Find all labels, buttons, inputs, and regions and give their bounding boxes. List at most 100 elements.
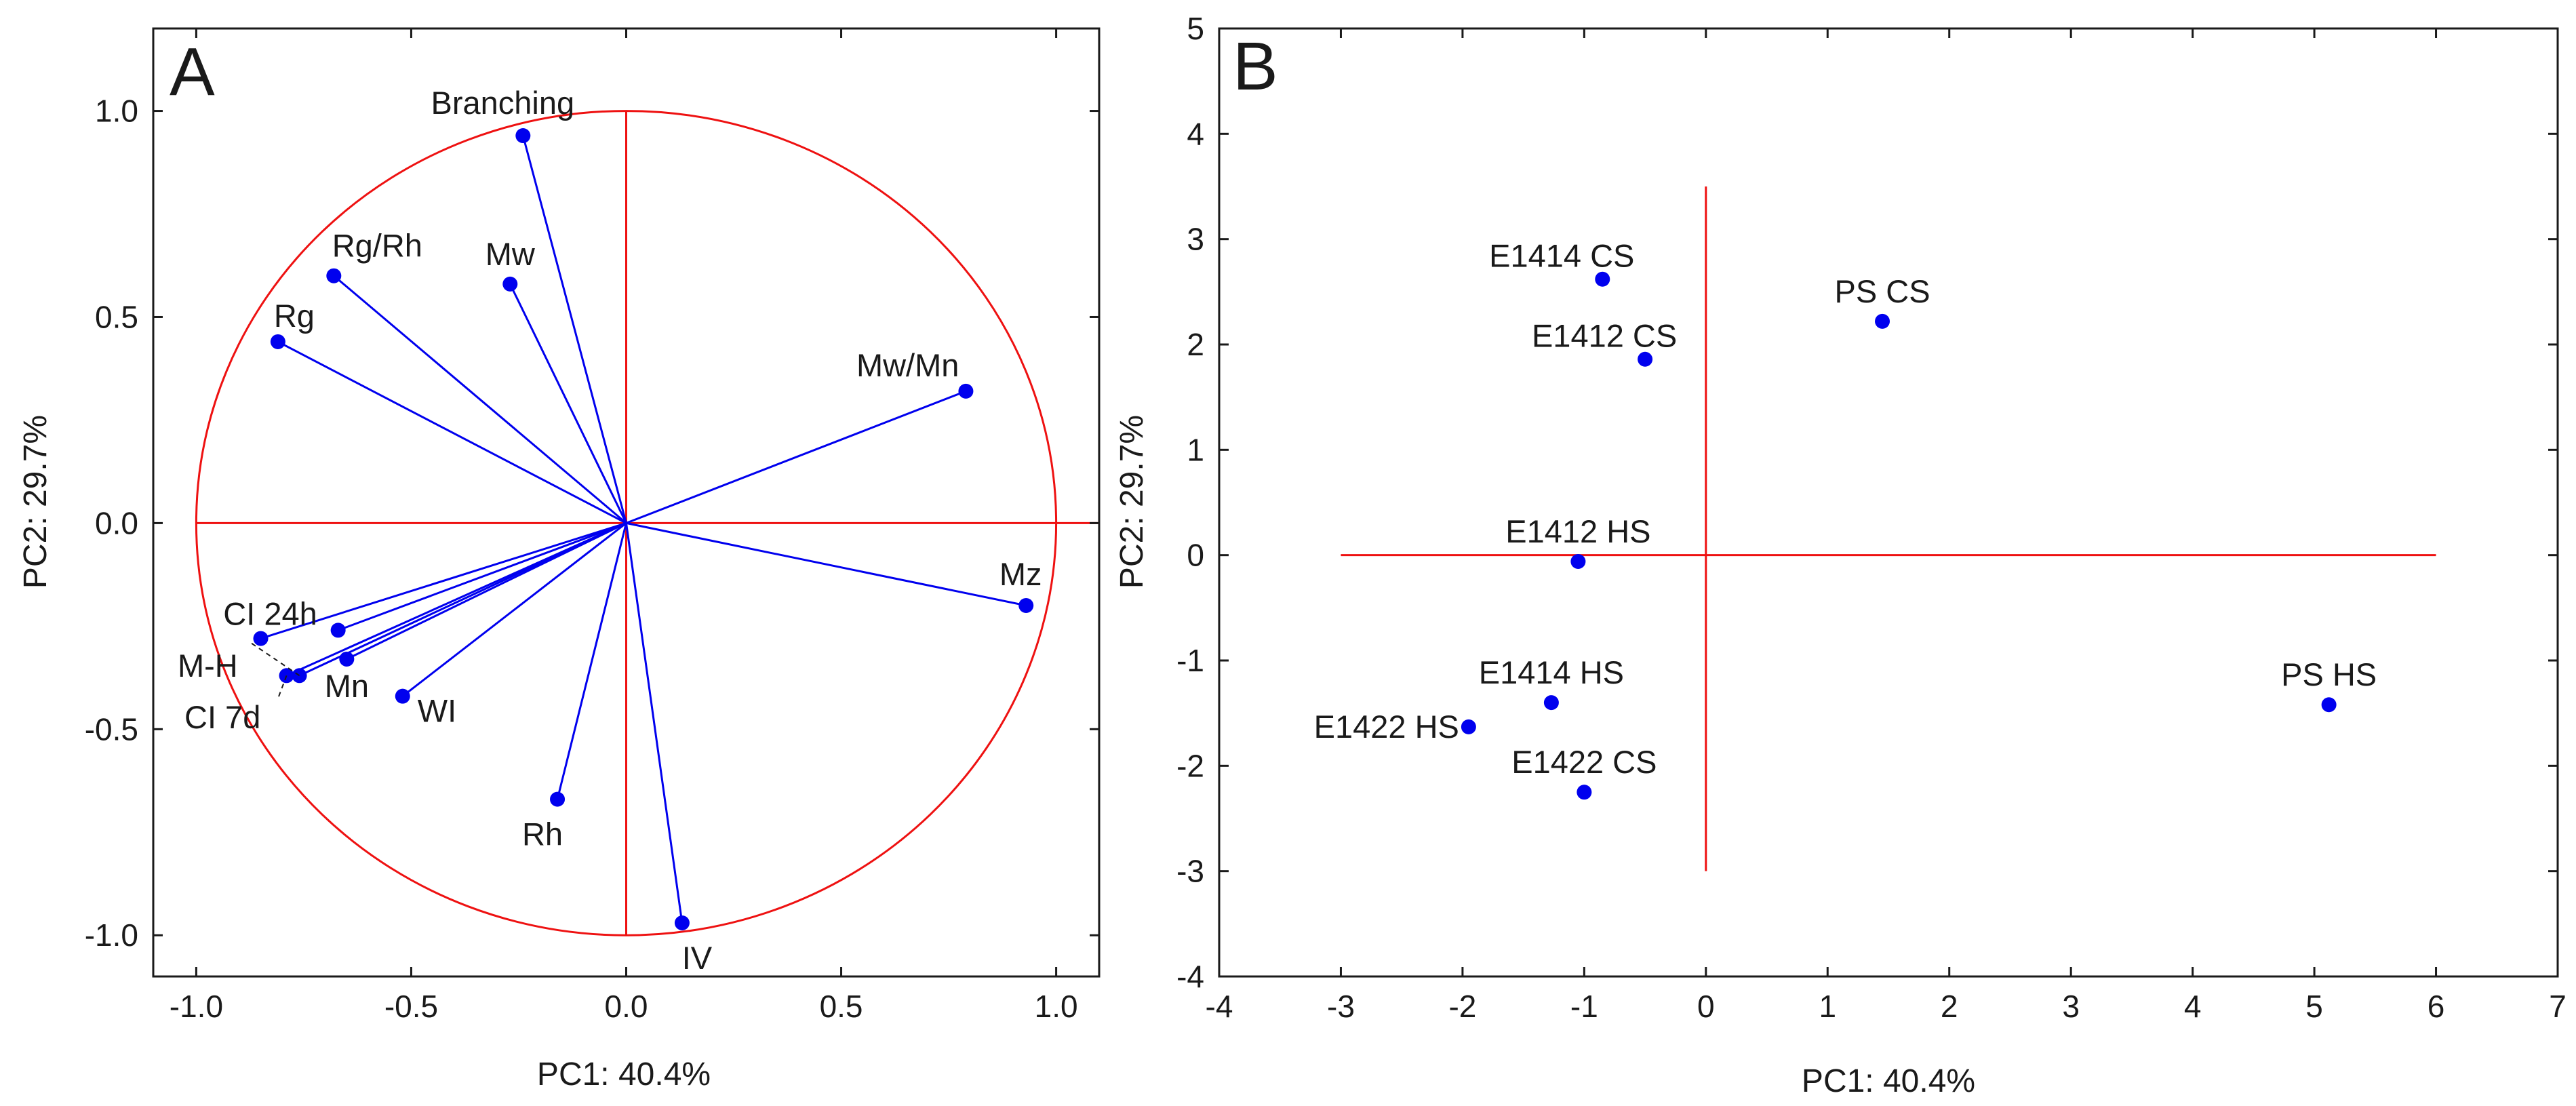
loading-vector-ci-7d <box>285 522 627 677</box>
point-label-wi: WI <box>418 693 456 729</box>
panel-b-ticks: -4 -3 -2 -1 0 1 2 3 4 5 6 7 -4 -3 -2 -1 0 1 2 3 4 5 <box>1176 11 2567 1024</box>
score-point-e1414-cs <box>1595 271 1610 287</box>
x-tick-label: 1.0 <box>1035 989 1078 1024</box>
panel-a-loadings-plot: Branching Rg/Rh Mw Rg Mw/Mn Mz CI 24h M-H Mn CI 7… <box>18 27 1101 1092</box>
point-label-e1414-hs: E1414 HS <box>1479 654 1624 690</box>
loading-vector-mz <box>626 521 1027 607</box>
panel-b-scores-plot: E1414 CS PS CS E1412 CS E1412 HS PS HS E1414 … <box>1114 11 2567 1099</box>
y-tick-label: -2 <box>1176 748 1204 783</box>
loading-point-mw <box>502 276 518 292</box>
loading-vector-unlabeled <box>338 521 627 631</box>
score-point-e1412-cs <box>1638 351 1653 367</box>
point-label-iv: IV <box>682 940 713 976</box>
loading-vector-rg-rh <box>333 275 627 524</box>
y-tick-label: 3 <box>1187 222 1204 257</box>
panel-a-y-axis-label: PC2: 29.7% <box>18 415 54 589</box>
x-tick-label: 3 <box>2062 989 2080 1024</box>
y-tick-label: 2 <box>1187 327 1204 362</box>
x-tick-label: -4 <box>1206 989 1233 1024</box>
panel-b-reference-layer <box>1341 186 2436 871</box>
point-label-m-h: M-H <box>178 648 238 684</box>
loading-point-rg <box>270 334 285 349</box>
loading-vector-rh <box>556 523 627 799</box>
point-label-rg-rh: Rg/Rh <box>332 228 422 264</box>
panel-a-letter: A <box>170 34 215 110</box>
score-point-e1414-hs <box>1543 695 1559 711</box>
loading-point-wi <box>395 688 410 704</box>
score-point-ps-hs <box>2321 697 2337 713</box>
panel-b-letter: B <box>1233 28 1278 104</box>
leader-line-m-h <box>250 642 300 677</box>
loading-vector-branching <box>521 135 627 524</box>
loading-point-rh <box>550 791 566 807</box>
panel-a-x-axis-label: PC1: 40.4% <box>537 1056 711 1092</box>
x-tick-label: -3 <box>1327 989 1355 1024</box>
x-tick-label: 6 <box>2428 989 2445 1024</box>
point-label-branching: Branching <box>431 85 574 121</box>
y-tick-label: -0.5 <box>85 711 138 747</box>
loading-vector-mw-mn <box>625 390 966 524</box>
loading-vector-rg <box>277 340 627 524</box>
loading-point-mw-mn <box>958 383 974 399</box>
panel-a-loading-vectors <box>260 135 1027 924</box>
y-tick-label: 4 <box>1187 116 1204 151</box>
score-point-e1422-cs <box>1577 785 1592 800</box>
x-tick-label: -1 <box>1570 989 1598 1024</box>
y-tick-label: -3 <box>1176 854 1204 889</box>
x-tick-label: -2 <box>1448 989 1476 1024</box>
loading-point-ci-24h <box>253 631 269 646</box>
panel-b-x-axis-label: PC1: 40.4% <box>1802 1063 1975 1099</box>
loading-point-rg-rh <box>326 268 342 283</box>
leader-line-ci-7d <box>277 675 288 699</box>
y-tick-label: -4 <box>1176 959 1204 994</box>
panel-b-y-axis-label: PC2: 29.7% <box>1114 415 1150 589</box>
x-tick-label: 2 <box>1941 989 1958 1024</box>
y-tick-label: 0.5 <box>95 299 138 334</box>
loading-vector-ci-24h <box>260 521 627 640</box>
y-tick-label: 1.0 <box>95 94 138 129</box>
loading-point-unlabeled <box>330 623 346 638</box>
point-label-e1412-cs: E1412 CS <box>1532 318 1677 354</box>
score-point-e1412-hs <box>1570 553 1586 569</box>
x-tick-label: 4 <box>2184 989 2202 1024</box>
x-tick-label: -0.5 <box>384 989 438 1024</box>
y-tick-label: -1.0 <box>85 917 138 953</box>
panel-b-plot-frame <box>1218 27 2559 978</box>
score-point-e1422-hs <box>1461 719 1476 734</box>
point-label-ps-hs: PS HS <box>2281 656 2377 692</box>
point-label-mw: Mw <box>486 236 536 272</box>
panel-a-points <box>253 128 1034 930</box>
x-tick-label: -1.0 <box>170 989 223 1024</box>
point-label-ci-7d: CI 7d <box>184 699 260 735</box>
point-label-rh: Rh <box>522 816 563 852</box>
y-tick-label: 5 <box>1187 11 1204 46</box>
loading-point-mn <box>339 651 355 667</box>
loading-vector-iv <box>625 523 683 924</box>
point-label-rg: Rg <box>274 298 315 334</box>
loading-point-branching <box>515 128 531 144</box>
point-label-mn: Mn <box>325 668 369 704</box>
score-point-ps-cs <box>1875 313 1890 329</box>
x-tick-label: 7 <box>2549 989 2567 1024</box>
point-label-e1414-cs: E1414 CS <box>1489 238 1634 274</box>
loading-vector-mn <box>346 522 627 660</box>
point-label-e1412-hs: E1412 HS <box>1505 513 1650 549</box>
point-label-ps-cs: PS CS <box>1835 273 1930 309</box>
y-tick-label: 0 <box>1187 538 1204 573</box>
x-tick-label: 0.5 <box>820 989 863 1024</box>
y-tick-label: 1 <box>1187 432 1204 467</box>
x-tick-label: 5 <box>2305 989 2323 1024</box>
point-label-e1422-cs: E1422 CS <box>1511 744 1657 780</box>
y-tick-label: 0.0 <box>95 505 138 540</box>
loading-point-mz <box>1018 597 1034 613</box>
loading-vector-mw <box>509 283 627 524</box>
x-tick-label: 0.0 <box>605 989 648 1024</box>
point-label-mz: Mz <box>999 556 1042 592</box>
x-tick-label: 1 <box>1819 989 1836 1024</box>
panel-a-ticks: -1.0 -0.5 0.0 0.5 1.0 -1.0 -0.5 0.0 0.5 1.0 <box>85 28 1099 1024</box>
panel-b-points <box>1461 271 2337 800</box>
panel-a-point-labels: Branching Rg/Rh Mw Rg Mw/Mn Mz CI 24h M-H Mn CI 7… <box>178 85 1042 976</box>
y-tick-label: -1 <box>1176 643 1204 678</box>
x-tick-label: 0 <box>1697 989 1715 1024</box>
